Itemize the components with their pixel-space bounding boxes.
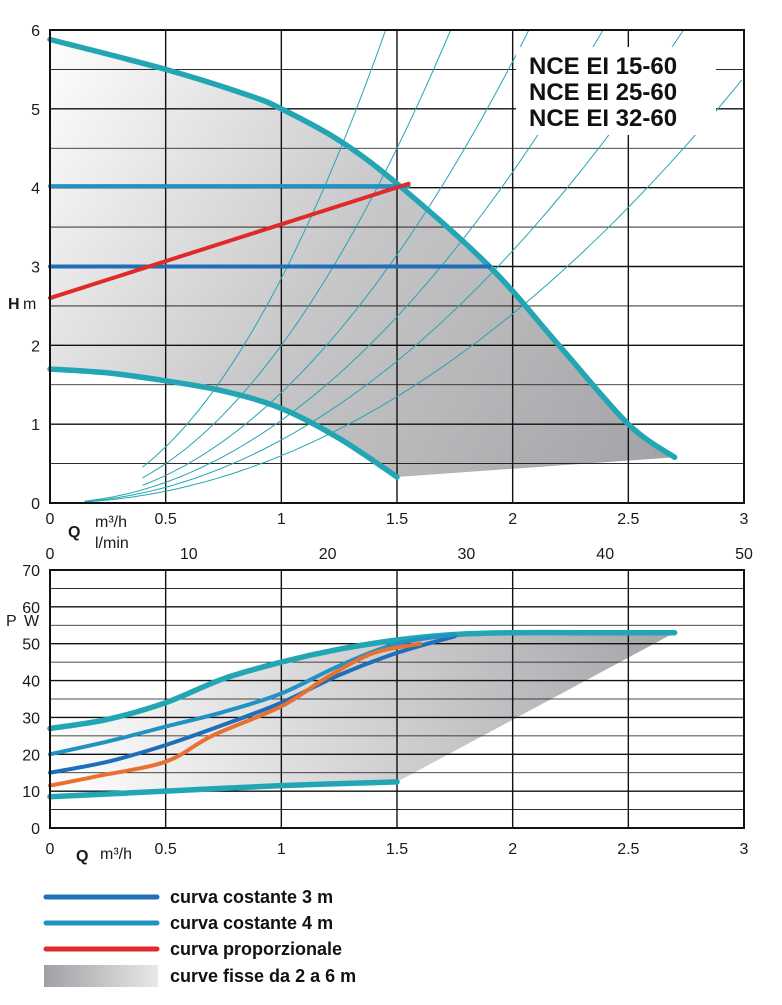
head-y-label: H	[8, 296, 20, 313]
power-x-label: Q	[76, 848, 88, 865]
head-system-curves	[84, 29, 743, 503]
head-x-tick: 0	[46, 511, 55, 528]
lmin-x-tick: 20	[319, 546, 337, 563]
power-chart: 0 10 20 30 40 50 60 70 0 0.5 1 1.5 2 2.5 3 P W Q m³/h	[6, 563, 749, 865]
power-x-tick: 2.5	[617, 841, 639, 858]
system-curve	[142, 29, 530, 486]
legend-item-band: curve fisse da 2 a 6 m	[44, 965, 356, 987]
head-x-label: Q	[68, 524, 80, 541]
head-y-tick: 0	[31, 496, 40, 513]
legend-item-const3: curva costante 3 m	[43, 887, 333, 907]
lmin-x-tick: 40	[596, 546, 614, 563]
title-line-2: NCE EI 25-60	[529, 79, 677, 106]
head-plot-frame	[49, 29, 745, 504]
lmin-x-tick: 50	[735, 546, 753, 563]
lmin-x-unit: l/min	[95, 535, 129, 552]
head-band-area	[50, 39, 675, 477]
power-band-area	[50, 632, 675, 797]
power-series-orange	[48, 641, 423, 788]
system-curve	[142, 29, 452, 479]
head-x-ticks: 0 0.5 1 1.5 2 2.5 3	[46, 511, 749, 528]
head-chart: 0 1 2 3 4 5 6 0 0.5 1 1.5 2 2.5 3 0 10 20 30 40 50 NCE EI…	[8, 23, 753, 563]
power-y-label: P	[6, 613, 17, 630]
title-line-1: NCE EI 15-60	[529, 53, 677, 80]
legend: curva costante 3 m curva costante 4 m cu…	[43, 887, 356, 987]
legend-label-const3: curva costante 3 m	[170, 887, 333, 907]
power-series-fixed	[47, 779, 400, 800]
power-series-fixed	[47, 629, 678, 732]
power-x-tick: 2	[508, 841, 517, 858]
system-curve	[84, 29, 684, 503]
head-series	[47, 36, 678, 480]
head-y-tick: 5	[31, 102, 40, 119]
head-x-unit: m³/h	[95, 514, 127, 531]
power-y-unit: W	[24, 613, 40, 630]
head-y-tick: 6	[31, 23, 40, 40]
lmin-x-tick: 10	[180, 546, 198, 563]
head-fixed-curves-band	[50, 39, 675, 477]
power-x-ticks: 0 0.5 1 1.5 2 2.5 3	[46, 841, 749, 858]
head-x-tick: 2	[508, 511, 517, 528]
power-series-const3	[48, 634, 457, 775]
power-x-tick: 3	[740, 841, 749, 858]
head-x-tick: 3	[740, 511, 749, 528]
power-series-const4	[48, 632, 457, 757]
head-series-prop	[48, 181, 411, 301]
legend-label-band: curve fisse da 2 a 6 m	[170, 966, 356, 986]
head-y-tick: 1	[31, 417, 40, 434]
power-x-tick: 1	[277, 841, 286, 858]
chart-title: NCE EI 15-60 NCE EI 25-60 NCE EI 32-60	[516, 47, 716, 135]
head-y-tick: 3	[31, 260, 40, 277]
legend-item-prop: curva proporzionale	[43, 939, 342, 959]
power-y-tick: 10	[22, 784, 40, 801]
legend-label-const4: curva costante 4 m	[170, 913, 333, 933]
power-y-ticks: 0 10 20 30 40 50 60 70	[22, 563, 40, 838]
power-fixed-curves-band	[50, 632, 675, 797]
power-y-tick: 50	[22, 637, 40, 654]
power-x-tick: 0	[46, 841, 55, 858]
head-x-tick: 1.5	[386, 511, 408, 528]
title-line-3: NCE EI 32-60	[529, 105, 677, 132]
legend-label-prop: curva proporzionale	[170, 939, 342, 959]
head-x-tick: 2.5	[617, 511, 639, 528]
power-y-tick: 60	[22, 600, 40, 617]
power-y-tick: 30	[22, 710, 40, 727]
power-y-tick: 70	[22, 563, 40, 580]
lmin-x-tick: 30	[458, 546, 476, 563]
system-curve	[142, 29, 387, 468]
head-series-fixed	[47, 36, 678, 461]
head-y-ticks: 0 1 2 3 4 5 6	[31, 23, 40, 513]
head-y-tick: 4	[31, 181, 40, 198]
legend-item-const4: curva costante 4 m	[43, 913, 333, 933]
title-box	[516, 47, 716, 135]
power-x-tick: 1.5	[386, 841, 408, 858]
power-y-tick: 20	[22, 747, 40, 764]
power-x-unit: m³/h	[100, 846, 132, 863]
lmin-x-ticks: 0 10 20 30 40 50	[46, 546, 753, 563]
head-y-tick: 2	[31, 338, 40, 355]
head-y-unit: m	[23, 296, 36, 313]
head-x-tick: 1	[277, 511, 286, 528]
power-grid	[50, 570, 744, 828]
system-curve	[84, 79, 743, 503]
legend-swatch-band	[44, 965, 158, 987]
power-x-tick: 0.5	[155, 841, 177, 858]
power-plot-frame	[49, 569, 745, 829]
system-curve	[84, 29, 604, 502]
lmin-x-tick: 0	[46, 546, 55, 563]
power-series	[47, 629, 678, 800]
power-y-tick: 0	[31, 821, 40, 838]
head-series-fixed	[47, 366, 400, 480]
power-y-tick: 40	[22, 674, 40, 691]
head-x-tick: 0.5	[155, 511, 177, 528]
